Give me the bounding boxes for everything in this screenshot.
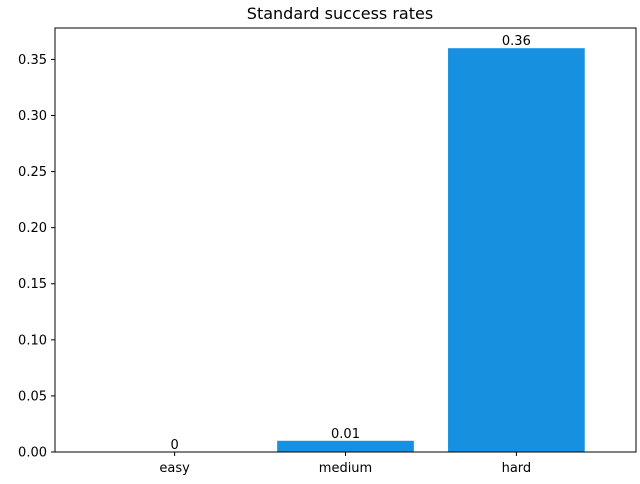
- plot-frame: [54, 27, 637, 453]
- y-tick-label: 0.35: [18, 53, 47, 68]
- y-tick-label: 0.10: [18, 333, 47, 348]
- value-label-medium: 0.01: [331, 427, 360, 442]
- x-tick-label-easy: easy: [159, 461, 190, 476]
- y-tick-label: 0.05: [18, 389, 47, 404]
- y-tick-label: 0.30: [18, 109, 47, 124]
- x-tick-label-medium: medium: [319, 461, 372, 476]
- value-labels-group: 0 0.01 0.36: [170, 34, 530, 453]
- y-tick-label: 0.00: [18, 446, 47, 461]
- y-axis: 0.00 0.05 0.10 0.15 0.20 0.25 0.30 0.35: [18, 53, 55, 461]
- y-tick-label: 0.15: [18, 277, 47, 292]
- y-tick-label: 0.20: [18, 221, 47, 236]
- chart-title: Standard success rates: [247, 4, 433, 23]
- bar-hard: [448, 48, 585, 452]
- x-axis: easy medium hard: [159, 452, 531, 476]
- value-label-hard: 0.36: [502, 34, 531, 49]
- x-tick-label-hard: hard: [502, 461, 532, 476]
- value-label-easy: 0: [170, 438, 178, 453]
- bars-group: [277, 48, 585, 452]
- bar-medium: [277, 440, 414, 452]
- y-tick-label: 0.25: [18, 165, 47, 180]
